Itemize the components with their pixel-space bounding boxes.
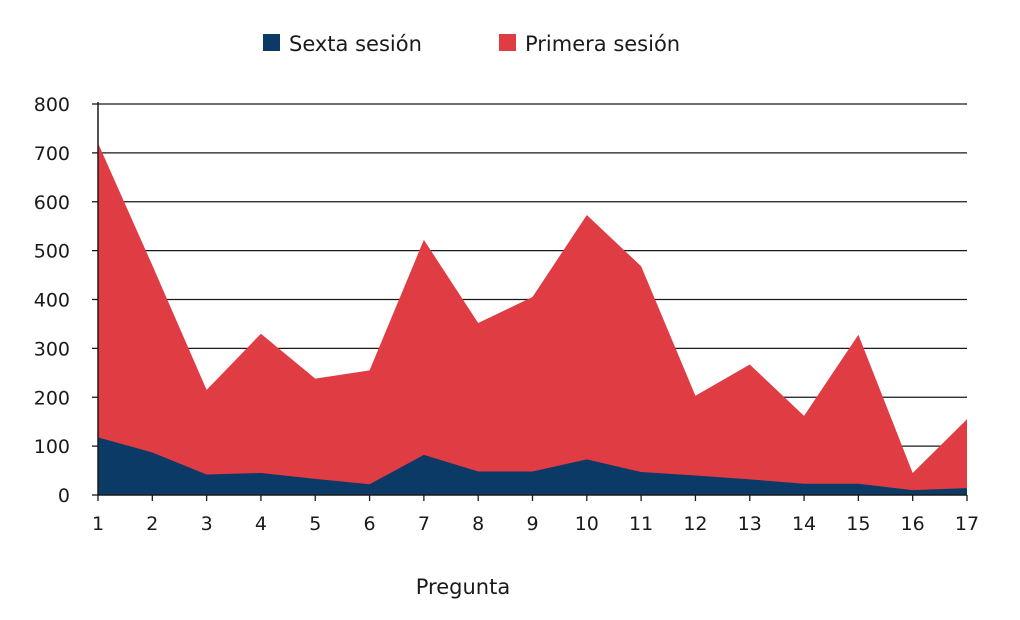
y-tick-label: 600 bbox=[34, 192, 70, 214]
legend-swatch bbox=[499, 34, 516, 51]
series-area-sexta-sesion bbox=[98, 437, 967, 495]
y-tick-label: 0 bbox=[58, 485, 70, 507]
x-tick-label: 1 bbox=[92, 513, 104, 535]
x-tick-label: 17 bbox=[955, 513, 979, 535]
y-tick-label: 500 bbox=[34, 241, 70, 263]
x-axis-title: Pregunta bbox=[416, 575, 510, 599]
x-tick-label: 8 bbox=[472, 513, 484, 535]
x-tick-label: 10 bbox=[575, 513, 599, 535]
x-tick-label: 9 bbox=[526, 513, 538, 535]
x-tick-label: 5 bbox=[309, 513, 321, 535]
x-tick-label: 13 bbox=[738, 513, 762, 535]
x-tick-label: 16 bbox=[901, 513, 925, 535]
y-tick-label: 100 bbox=[34, 436, 70, 458]
x-tick-label: 7 bbox=[418, 513, 430, 535]
x-tick-label: 3 bbox=[201, 513, 213, 535]
y-tick-label: 700 bbox=[34, 143, 70, 165]
x-tick-label: 2 bbox=[146, 513, 158, 535]
x-tick-label: 4 bbox=[255, 513, 267, 535]
series-area-primera-sesion bbox=[98, 143, 967, 495]
y-tick-label: 400 bbox=[34, 290, 70, 312]
x-tick-label: 14 bbox=[792, 513, 816, 535]
legend-label: Sexta sesión bbox=[289, 32, 422, 56]
legend: Sexta sesión Primera sesión bbox=[263, 32, 680, 56]
y-tick-label: 200 bbox=[34, 387, 70, 409]
legend-label: Primera sesión bbox=[525, 32, 680, 56]
y-tick-label: 300 bbox=[34, 338, 70, 360]
x-tick-label: 6 bbox=[364, 513, 376, 535]
x-tick-label: 12 bbox=[683, 513, 707, 535]
x-tick-label: 11 bbox=[629, 513, 653, 535]
x-tick-label: 15 bbox=[846, 513, 870, 535]
series-areas bbox=[97, 143, 968, 495]
legend-swatch bbox=[263, 34, 280, 51]
y-tick-label: 800 bbox=[34, 94, 70, 116]
